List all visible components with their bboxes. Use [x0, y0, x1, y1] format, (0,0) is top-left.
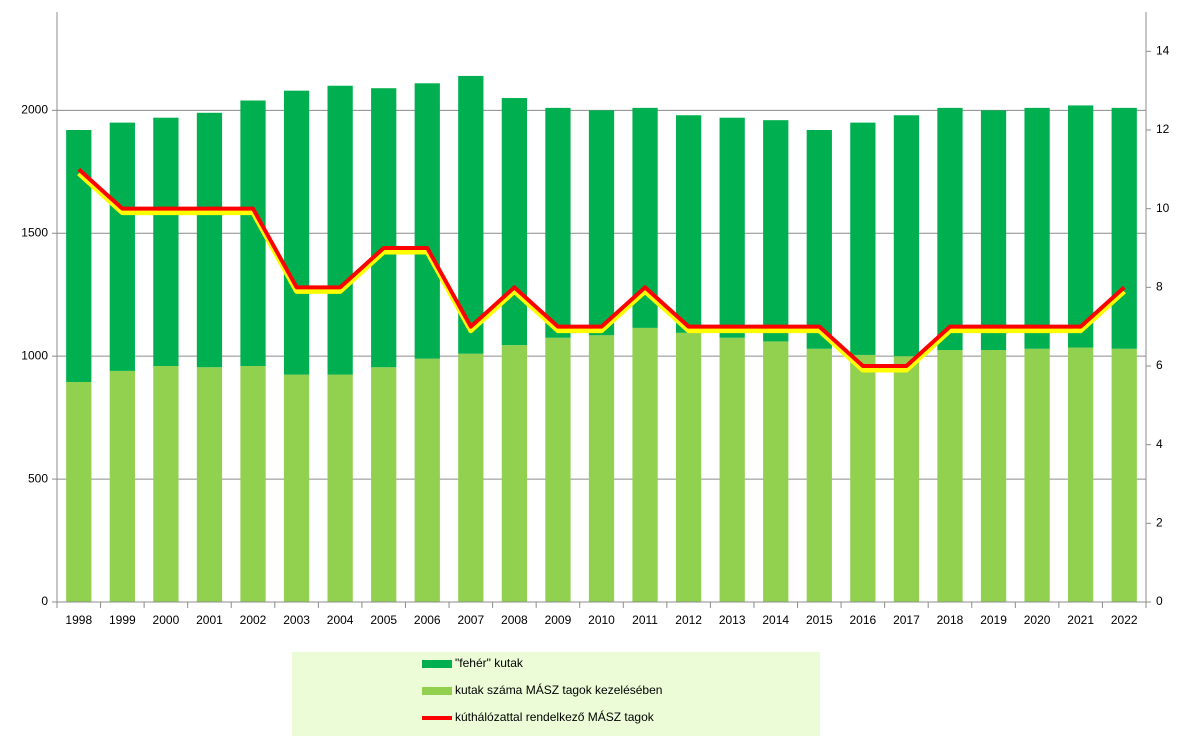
x-tick-label: 2006 — [414, 613, 441, 627]
x-tick-label: 2001 — [196, 613, 223, 627]
x-tick-label: 2003 — [283, 613, 310, 627]
bar — [501, 98, 528, 346]
bar — [719, 337, 745, 602]
bar — [240, 366, 266, 602]
bar — [937, 350, 963, 602]
x-tick-label: 2016 — [850, 613, 877, 627]
bar — [980, 350, 1007, 602]
y-tick-label: 2000 — [21, 103, 48, 117]
x-tick-label: 2004 — [327, 613, 354, 627]
y2-tick-label: 10 — [1156, 201, 1170, 215]
bar — [153, 117, 179, 366]
bar — [196, 112, 223, 368]
bar — [632, 327, 658, 602]
x-tick-label: 2007 — [457, 613, 484, 627]
bar — [1111, 348, 1137, 602]
bar — [763, 341, 789, 602]
bar — [109, 370, 135, 602]
x-tick-label: 2020 — [1024, 613, 1051, 627]
bar — [109, 122, 135, 371]
bar — [545, 107, 571, 338]
x-tick-label: 2021 — [1067, 613, 1094, 627]
x-tick-label: 2019 — [980, 613, 1007, 627]
legend-box — [292, 652, 820, 736]
y-tick-label: 1500 — [21, 225, 48, 239]
bar — [1024, 107, 1050, 349]
x-tick-label: 2022 — [1111, 613, 1138, 627]
x-tick-label: 1998 — [65, 613, 92, 627]
x-tick-label: 2017 — [893, 613, 920, 627]
x-tick-label: 2000 — [153, 613, 180, 627]
x-tick-label: 2010 — [588, 613, 615, 627]
bar — [327, 85, 353, 375]
line — [77, 167, 1126, 368]
bar — [153, 366, 179, 602]
bar — [850, 122, 876, 355]
bar — [763, 120, 789, 342]
y-tick-label: 0 — [41, 594, 48, 608]
y2-tick-label: 2 — [1156, 516, 1163, 530]
legend-label: "fehér" kutak — [455, 656, 524, 670]
y2-tick-label: 4 — [1156, 437, 1163, 451]
legend-swatch — [422, 687, 452, 695]
bar — [719, 117, 745, 338]
bar — [414, 358, 440, 602]
x-tick-label: 2011 — [632, 613, 658, 627]
x-tick-label: 2015 — [806, 613, 833, 627]
x-tick-label: 2005 — [370, 613, 397, 627]
bar — [980, 110, 1007, 351]
x-tick-label: 2012 — [675, 613, 702, 627]
bar — [1068, 105, 1094, 348]
bar — [458, 353, 484, 602]
bar — [893, 115, 920, 357]
bar — [66, 381, 92, 602]
bar — [283, 374, 310, 602]
bar — [371, 367, 397, 602]
bar — [1024, 348, 1050, 602]
y-tick-label: 1000 — [21, 348, 48, 362]
x-tick-label: 2002 — [240, 613, 267, 627]
bar — [588, 110, 615, 336]
x-tick-label: 2013 — [719, 613, 746, 627]
bar — [196, 367, 223, 602]
y2-tick-label: 6 — [1156, 358, 1163, 372]
bar — [66, 130, 92, 382]
legend-label: kutak száma MÁSZ tagok kezelésében — [455, 682, 662, 697]
bar — [675, 332, 702, 602]
bar — [1111, 107, 1137, 349]
bar — [675, 115, 702, 333]
y2-tick-label: 14 — [1156, 44, 1170, 58]
bar — [588, 335, 615, 602]
bar — [806, 348, 832, 602]
legend-swatch — [422, 660, 452, 668]
bar — [240, 100, 266, 366]
bar — [806, 130, 832, 349]
bar — [414, 83, 440, 359]
x-tick-label: 2018 — [937, 613, 964, 627]
y-tick-label: 500 — [28, 471, 48, 485]
bar — [545, 337, 571, 602]
x-tick-label: 2014 — [762, 613, 789, 627]
x-tick-label: 2008 — [501, 613, 528, 627]
bar — [937, 107, 963, 351]
x-tick-label: 1999 — [109, 613, 136, 627]
bar — [850, 354, 876, 602]
bar — [371, 88, 397, 368]
x-tick-label: 2009 — [545, 613, 572, 627]
bar — [327, 374, 353, 602]
legend-label: kúthálózattal rendelkező MÁSZ tagok — [455, 709, 655, 724]
bar — [501, 345, 528, 602]
bar — [893, 356, 920, 602]
y2-tick-label: 12 — [1156, 122, 1170, 136]
bar — [283, 90, 310, 375]
y2-tick-label: 8 — [1156, 280, 1163, 294]
bar — [1068, 347, 1094, 602]
y2-tick-label: 0 — [1156, 594, 1163, 608]
